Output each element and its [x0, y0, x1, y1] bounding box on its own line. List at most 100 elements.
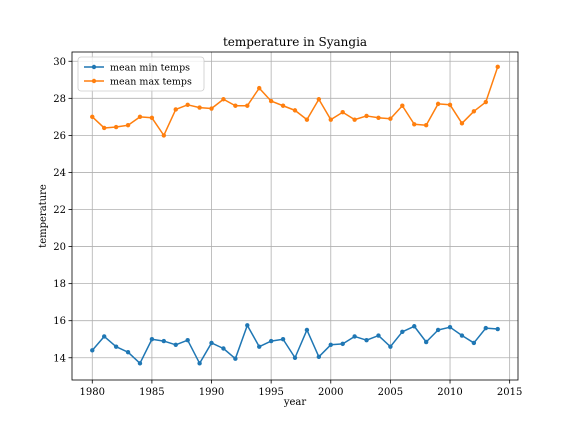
data-point [459, 121, 465, 126]
data-point [197, 105, 202, 110]
x-tick-label: 2010 [437, 387, 462, 398]
data-point [304, 327, 310, 333]
data-point [328, 342, 333, 347]
data-point [113, 344, 119, 349]
data-point [101, 334, 107, 339]
data-point [388, 116, 393, 121]
data-point [90, 114, 95, 120]
data-point [292, 355, 298, 360]
legend-box [77, 56, 205, 92]
data-point [233, 103, 238, 108]
data-point [233, 356, 238, 361]
data-point [471, 340, 477, 346]
data-point [447, 324, 453, 330]
data-point [161, 338, 167, 344]
data-point [101, 125, 107, 131]
y-tick-label: 28 [53, 94, 66, 105]
data-point [435, 101, 441, 107]
plot-area-frame [71, 51, 519, 381]
x-tick-label: 1980 [80, 387, 105, 398]
data-point [185, 102, 190, 108]
x-tick-label: 2005 [378, 387, 403, 398]
data-point [257, 344, 262, 349]
data-point [221, 346, 226, 351]
data-point [495, 326, 500, 332]
data-point [90, 348, 95, 353]
data-point [376, 115, 381, 120]
data-point [137, 361, 143, 366]
data-point [376, 333, 381, 338]
y-tick-label: 16 [53, 316, 66, 327]
y-tick-label: 24 [53, 168, 66, 179]
data-point [280, 337, 286, 342]
data-point [423, 122, 429, 128]
data-point [483, 99, 489, 105]
tick-layer: 1980 1985 1990 1995 2000 2005 2010 2015 14 16 18 20… [53, 57, 522, 398]
data-point [125, 350, 131, 355]
series-max [90, 64, 500, 138]
data-point [400, 329, 405, 335]
data-point [495, 64, 500, 70]
data-point [209, 340, 214, 346]
data-point [340, 110, 345, 115]
y-tick-label: 22 [53, 205, 66, 216]
data-point [412, 122, 417, 127]
series-min [90, 323, 500, 366]
data-point [483, 325, 489, 331]
data-point [328, 117, 333, 122]
legend: mean min temps mean max temps [77, 56, 205, 92]
data-point [352, 334, 357, 339]
series-layer [90, 64, 500, 366]
data-point [257, 85, 262, 91]
data-point [280, 103, 286, 108]
data-point [447, 102, 453, 108]
y-tick-label: 14 [53, 353, 66, 364]
data-point [149, 337, 155, 342]
data-point [340, 341, 345, 347]
x-tick-label: 1995 [258, 387, 283, 398]
data-point [137, 114, 143, 120]
data-point [459, 333, 465, 338]
data-point [316, 354, 322, 360]
data-point [245, 103, 250, 108]
data-point [435, 327, 441, 333]
data-point [364, 337, 369, 343]
x-axis-label: year [283, 397, 307, 408]
data-point [423, 339, 429, 345]
data-point [161, 133, 167, 138]
data-point [125, 122, 131, 128]
y-tick-label: 18 [53, 279, 66, 290]
data-point [149, 115, 155, 120]
data-point [316, 97, 322, 102]
x-tick-label: 1990 [199, 387, 224, 398]
data-point [245, 323, 250, 328]
data-point [185, 337, 190, 343]
data-point [352, 117, 357, 122]
legend-marker [91, 64, 97, 70]
y-tick-label: 30 [53, 57, 66, 68]
x-tick-label: 1985 [139, 387, 164, 398]
data-point [221, 97, 226, 102]
data-point [173, 342, 178, 347]
data-point [209, 106, 214, 111]
y-tick-label: 26 [53, 131, 66, 142]
legend-marker [91, 78, 97, 84]
y-tick-label: 20 [53, 242, 66, 253]
data-point [400, 103, 405, 108]
data-point [364, 113, 369, 119]
data-point [304, 117, 310, 122]
x-tick-label: 2000 [318, 387, 343, 398]
chart-title: temperature in Syangia [223, 35, 367, 49]
data-point [113, 124, 119, 130]
legend-label: mean min temps [110, 63, 190, 74]
data-point [412, 324, 417, 329]
data-point [197, 361, 202, 366]
data-point [471, 109, 477, 114]
data-point [268, 338, 274, 344]
data-point [292, 108, 298, 113]
x-tick-label: 2015 [497, 387, 522, 398]
data-point [268, 98, 274, 104]
legend-label: mean max temps [110, 77, 192, 88]
y-axis-label: temperature [38, 184, 49, 248]
